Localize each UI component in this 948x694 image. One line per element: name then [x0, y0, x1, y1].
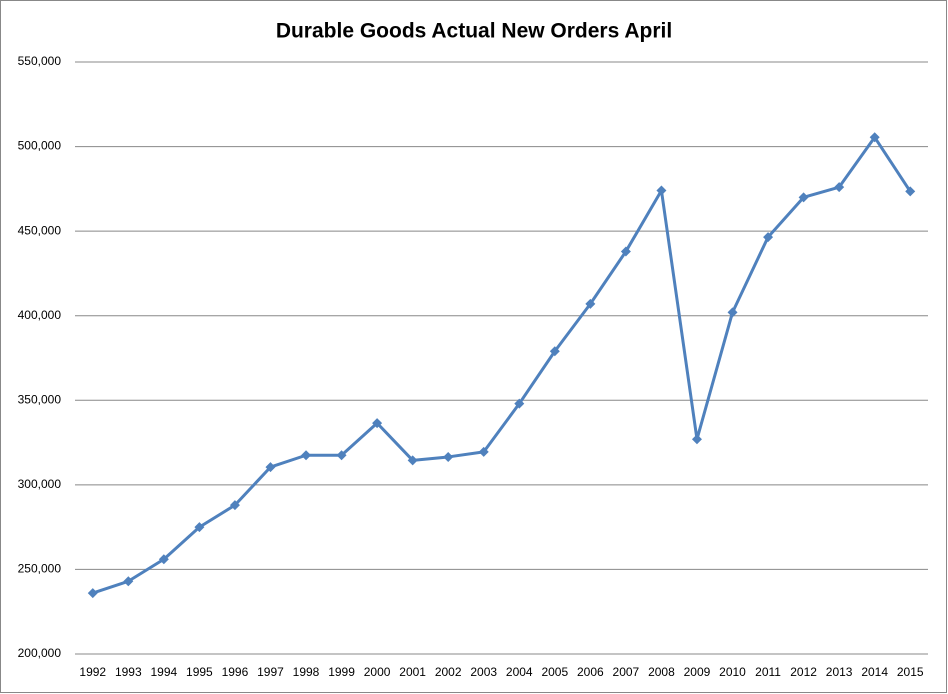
x-tick-label: 1998	[293, 665, 320, 679]
x-tick-label: 1996	[222, 665, 249, 679]
x-tick-label: 1993	[115, 665, 142, 679]
data-point	[905, 186, 916, 197]
x-tick-label: 2011	[755, 665, 781, 679]
data-point	[123, 576, 134, 587]
data-point	[443, 451, 454, 462]
x-tick-label: 2008	[648, 665, 675, 679]
data-point	[763, 232, 774, 243]
data-point	[798, 192, 809, 203]
x-tick-label: 1994	[151, 665, 178, 679]
data-point	[727, 307, 738, 318]
data-point	[869, 132, 880, 143]
y-tick-label: 400,000	[18, 308, 62, 322]
data-point	[549, 346, 560, 357]
y-tick-label: 500,000	[18, 139, 62, 153]
x-tick-label: 2001	[399, 665, 426, 679]
data-point	[478, 446, 489, 457]
x-tick-label: 2010	[719, 665, 746, 679]
data-point	[407, 455, 418, 466]
data-point	[372, 418, 383, 429]
x-tick-label: 2005	[541, 665, 568, 679]
x-tick-label: 2012	[790, 665, 817, 679]
x-tick-label: 1997	[257, 665, 284, 679]
y-tick-label: 350,000	[18, 392, 62, 406]
x-tick-label: 2000	[364, 665, 391, 679]
data-point	[194, 522, 205, 533]
x-tick-label: 2013	[826, 665, 853, 679]
x-tick-label: 2004	[506, 665, 533, 679]
x-tick-label: 2006	[577, 665, 604, 679]
y-tick-label: 200,000	[18, 646, 62, 660]
y-tick-label: 250,000	[18, 562, 62, 576]
y-tick-label: 450,000	[18, 223, 62, 237]
x-tick-label: 2003	[470, 665, 497, 679]
data-point	[514, 398, 525, 409]
y-tick-label: 550,000	[18, 54, 62, 68]
x-tick-label: 2014	[861, 665, 888, 679]
data-point	[265, 462, 276, 473]
x-tick-label: 1992	[79, 665, 106, 679]
x-tick-label: 2002	[435, 665, 462, 679]
data-point	[229, 500, 240, 511]
data-point	[620, 246, 631, 257]
x-tick-label: 1995	[186, 665, 213, 679]
data-point	[656, 185, 667, 196]
data-point	[87, 588, 98, 599]
x-tick-label: 2009	[684, 665, 711, 679]
data-point	[336, 450, 347, 461]
data-point	[834, 182, 845, 193]
data-line	[92, 135, 912, 595]
data-point	[585, 298, 596, 309]
chart-title: Durable Goods Actual New Orders April	[276, 20, 672, 43]
data-point	[158, 554, 169, 565]
x-tick-label: 1999	[328, 665, 355, 679]
data-point	[691, 434, 702, 445]
x-tick-label: 2015	[897, 665, 924, 679]
data-point	[301, 450, 312, 461]
y-tick-label: 300,000	[18, 477, 62, 491]
x-tick-label: 2007	[613, 665, 640, 679]
